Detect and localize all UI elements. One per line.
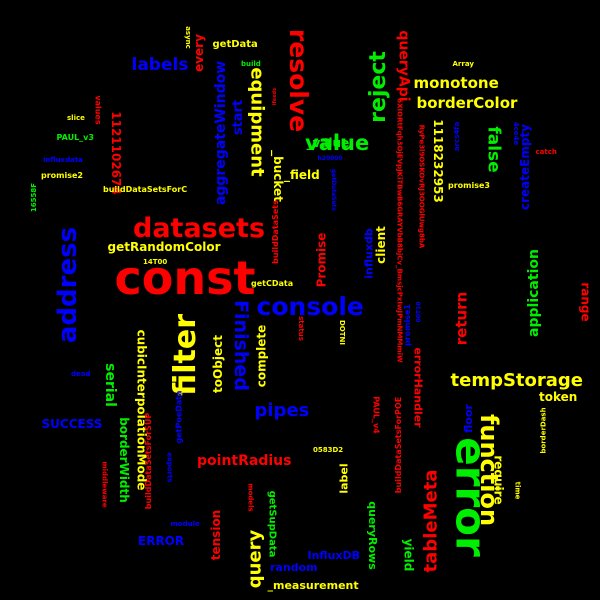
word-promise3: promise3 bbox=[448, 181, 490, 190]
word-aggregatewindow: aggregateWindow bbox=[213, 60, 230, 206]
word-equipment: equipment bbox=[246, 67, 268, 177]
word-measurement: _measurement bbox=[267, 578, 359, 592]
word-catch: catch bbox=[535, 147, 557, 156]
word-getpoedata: getPoeData bbox=[174, 390, 184, 444]
word-tension: tension bbox=[209, 509, 224, 561]
word-4ce4e: 4ce4e bbox=[511, 121, 520, 145]
word-return: return bbox=[452, 291, 471, 345]
word-dead: dead bbox=[71, 369, 91, 378]
word-require: require bbox=[491, 455, 506, 505]
word-underscore-bucket: _bucket bbox=[270, 150, 285, 202]
word-paul-v3: PAUL_v3 bbox=[56, 133, 94, 142]
word-array: Array bbox=[452, 59, 474, 68]
word-borderdash: borderDash bbox=[539, 406, 548, 454]
word-bordercolor: borderColor bbox=[416, 93, 518, 112]
word-toobject: toObject bbox=[210, 335, 225, 393]
word-getrandomcolor: getRandomColor bbox=[107, 240, 221, 254]
word-paul-v4: PAUL_v4 bbox=[371, 396, 381, 434]
word-token-string-short: RyPe3l9OSKOvRJ3OOGlUwg8bA bbox=[417, 124, 426, 248]
word-0583d2: 0583D2 bbox=[313, 445, 344, 454]
word-slice: slice bbox=[67, 113, 85, 122]
word-builddatasetsforsup: buildDataSetsForSUP bbox=[144, 412, 154, 510]
word-resolve: resolve bbox=[283, 28, 313, 132]
word-random: random bbox=[270, 560, 318, 574]
word-every: every bbox=[191, 34, 206, 72]
word-yield: yield bbox=[400, 538, 415, 572]
word-reject: reject bbox=[365, 51, 391, 123]
word-pipes: pipes bbox=[254, 400, 310, 421]
word-monotone: monotone bbox=[413, 73, 499, 92]
word-middleware: middleware bbox=[100, 460, 109, 508]
word-queryapi: queryApi bbox=[395, 30, 412, 102]
word-labels: labels bbox=[131, 54, 189, 75]
word-getdatasets: getDataSets bbox=[330, 168, 338, 212]
word-builddatasets: buildDataSets bbox=[270, 200, 280, 264]
word-1121102674: 1121102674 bbox=[108, 111, 123, 195]
word-filter: filter bbox=[168, 313, 204, 397]
word-errorhandler: errorHandler bbox=[411, 346, 425, 428]
word-serial: serial bbox=[101, 363, 118, 407]
word-promise: Promise bbox=[313, 232, 328, 288]
word-builddatasetsforpoe: buildDataSetsForPOE bbox=[394, 396, 404, 494]
word-console: console bbox=[256, 291, 364, 321]
word-status: status bbox=[296, 315, 305, 341]
word-builddatasetsforc: buildDataSetsForC bbox=[103, 185, 188, 194]
word-influxdb: InfluxDB bbox=[307, 548, 361, 562]
word-build: build bbox=[241, 59, 261, 68]
word-pointradius: pointRadius bbox=[197, 453, 292, 469]
word-getdata: getData bbox=[212, 39, 258, 50]
word-token: token bbox=[539, 390, 578, 404]
word-ifeeds: ifeeds bbox=[271, 87, 278, 105]
word-14t00: 14T00 bbox=[143, 257, 168, 266]
word-client: client bbox=[373, 226, 388, 264]
word-dotni: DOTNI bbox=[337, 319, 346, 345]
word-time: time bbox=[513, 481, 522, 499]
word-promise2: promise2 bbox=[41, 171, 83, 180]
word-16558f: 16558F bbox=[29, 182, 38, 212]
word-borderwidth: borderWidth bbox=[116, 417, 131, 503]
word-module: module bbox=[170, 519, 200, 528]
word-arcs4fa: arcs4fa bbox=[452, 121, 461, 151]
word-00t10: 00T10 bbox=[414, 301, 422, 323]
word-underscore-value: _value bbox=[306, 136, 350, 150]
word-createempty: createEmpty bbox=[518, 124, 532, 210]
word-const: const bbox=[114, 251, 256, 305]
word-value: value bbox=[305, 130, 370, 155]
word-tablemeta: tableMeta bbox=[419, 469, 441, 573]
word-getsupdata: getSupData bbox=[265, 490, 277, 558]
word-floor: floor bbox=[461, 403, 475, 433]
word-exports: exports bbox=[165, 451, 174, 483]
word-getcdata: getCData bbox=[251, 279, 294, 288]
word-finished: Finished bbox=[229, 299, 252, 391]
word-complete: complete bbox=[253, 324, 268, 388]
word-query: query bbox=[243, 529, 265, 589]
word-false: false bbox=[483, 125, 504, 173]
word-1118232953: 1118232953 bbox=[430, 119, 445, 203]
word-h20000: h20000 bbox=[317, 155, 343, 162]
word-range: range bbox=[578, 282, 593, 322]
word-influxdata: influxdata bbox=[43, 155, 83, 164]
word-datasets: datasets bbox=[133, 212, 266, 244]
word-success: SUCCESS bbox=[41, 417, 103, 431]
word-application: application bbox=[525, 249, 542, 337]
word-address: address bbox=[53, 226, 84, 344]
word-token-string-long: 6XIORtFqh3OjEVpJKiTBwB6GRAYVbB8bjCv_Bmsj… bbox=[395, 97, 404, 363]
word-start: start bbox=[230, 99, 246, 135]
word-models: models bbox=[246, 482, 255, 512]
word-tempstorage: tempStorage bbox=[450, 370, 584, 391]
word-promise1: promise1 bbox=[403, 304, 412, 346]
word-queryrows: queryRows bbox=[365, 500, 379, 570]
word-async: async bbox=[183, 25, 192, 49]
word-error-upper: ERROR bbox=[138, 534, 185, 548]
word-underscore-field: _field bbox=[284, 168, 320, 182]
word-label: label bbox=[337, 462, 351, 494]
word-influxdb-lower: influxdb bbox=[362, 227, 376, 279]
word-values: values bbox=[93, 95, 103, 125]
